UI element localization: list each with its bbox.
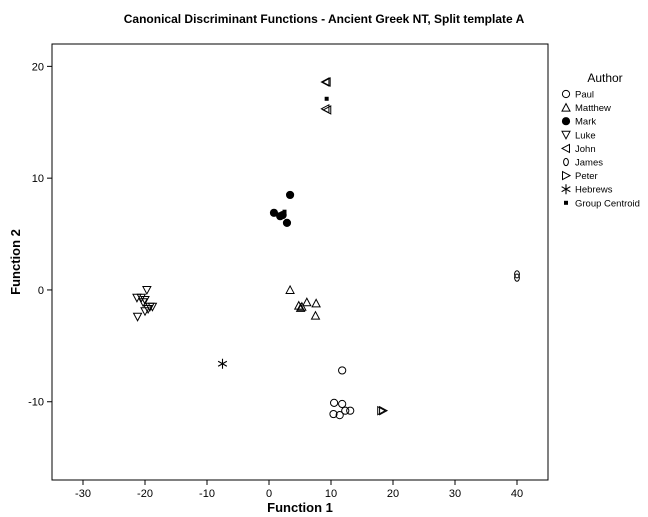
point-mark <box>285 190 295 200</box>
y-tick-label: 20 <box>32 61 44 73</box>
point-luke <box>147 302 158 312</box>
point-john <box>322 105 332 115</box>
plot-frame <box>51 43 549 481</box>
y-tick-label: 10 <box>32 173 44 185</box>
legend-label-john: John <box>575 144 596 155</box>
legend-marker-john <box>560 143 570 154</box>
point-paul <box>338 399 347 409</box>
point-matthew <box>311 298 321 308</box>
legend: Author Paul Matthew Mark Luke John James Peter… <box>560 71 640 209</box>
x-tick-label: 10 <box>325 488 337 500</box>
point-paul <box>329 409 338 419</box>
point-luke <box>132 312 143 322</box>
point-luke <box>138 298 148 308</box>
point-paul <box>330 398 339 407</box>
legend-label-matthew: Matthew <box>575 103 611 114</box>
legend-title: Author <box>587 71 622 85</box>
point-mark <box>269 208 279 217</box>
legend-marker-matthew <box>561 102 571 112</box>
point-peter <box>379 405 389 416</box>
y-axis-title: Function 2 <box>8 229 23 295</box>
point-john <box>321 77 331 87</box>
point-group-centroid <box>282 209 287 214</box>
point-paul <box>335 411 344 420</box>
point-paul <box>346 406 355 415</box>
point-matthew <box>301 297 312 307</box>
legend-marker-group-centroid <box>564 200 568 205</box>
legend-label-hebrews: Hebrews <box>575 185 613 196</box>
point-luke <box>136 293 147 303</box>
point-peter <box>377 405 387 416</box>
point-matthew <box>297 301 307 311</box>
legend-marker-luke <box>561 130 571 140</box>
point-john <box>320 77 330 87</box>
x-tick-label: 40 <box>511 488 523 500</box>
point-paul <box>341 406 350 415</box>
axis-ticks: -30 -20 -10 0 10 20 30 40 -10 0 10 20 <box>28 61 523 500</box>
legend-marker-mark <box>561 117 571 126</box>
point-paul <box>338 366 347 375</box>
point-matthew <box>310 310 321 320</box>
legend-marker-peter <box>562 170 572 181</box>
x-tick-label: -30 <box>75 488 91 500</box>
legend-label-peter: Peter <box>575 171 598 182</box>
legend-label-paul: Paul <box>575 90 594 101</box>
x-tick-label: 30 <box>449 488 461 500</box>
point-matthew <box>285 284 295 294</box>
legend-label-mark: Mark <box>575 117 596 128</box>
point-mark <box>282 218 292 227</box>
point-matthew <box>295 302 306 312</box>
point-luke <box>140 296 150 306</box>
legend-label-luke: Luke <box>575 130 596 141</box>
point-james <box>514 273 520 282</box>
point-luke <box>140 307 150 317</box>
x-tick-label: 20 <box>387 488 399 500</box>
data-points <box>132 77 520 420</box>
legend-label-group-centroid: Group Centroid <box>575 198 640 209</box>
chart-title: Canonical Discriminant Functions - Ancie… <box>123 12 525 26</box>
x-axis-title: Function 1 <box>267 500 333 515</box>
y-tick-label: -10 <box>28 397 44 409</box>
legend-marker-hebrews <box>561 184 571 195</box>
point-group-centroid <box>324 96 329 101</box>
x-tick-label: 0 <box>266 488 272 500</box>
x-tick-label: -20 <box>137 488 153 500</box>
legend-label-james: James <box>575 158 603 169</box>
point-hebrews <box>217 358 228 369</box>
point-luke <box>142 285 152 296</box>
legend-marker-james <box>563 157 569 167</box>
point-mark <box>276 212 285 221</box>
legend-marker-paul <box>561 89 571 99</box>
x-tick-label: -10 <box>199 488 215 500</box>
point-james <box>514 270 520 279</box>
point-luke <box>143 304 153 315</box>
y-tick-label: 0 <box>38 285 44 297</box>
